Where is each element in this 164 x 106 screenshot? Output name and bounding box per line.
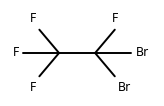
Text: F: F	[112, 12, 118, 25]
Text: F: F	[30, 81, 36, 94]
Text: Br: Br	[136, 47, 149, 59]
Text: F: F	[30, 12, 36, 25]
Text: F: F	[13, 47, 20, 59]
Text: Br: Br	[118, 81, 131, 94]
